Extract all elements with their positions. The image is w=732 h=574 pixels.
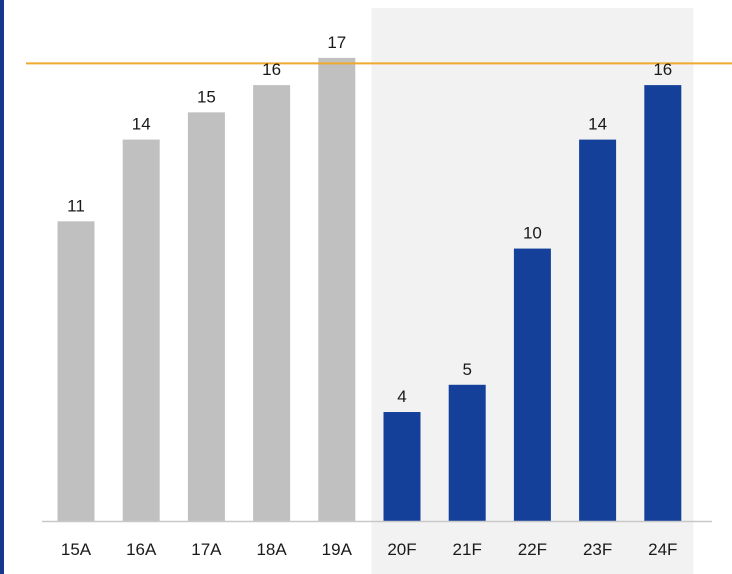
value-label-15A: 11 (67, 196, 85, 215)
value-label-16A: 14 (132, 115, 151, 134)
value-labels-group: 11 14 15 16 17 4 5 10 14 16 (67, 33, 672, 406)
bars-group (57, 57, 682, 522)
x-tick-label-20F: 20F (387, 540, 416, 559)
bar-19A (318, 57, 356, 521)
x-tick-label-15A: 15A (61, 540, 92, 559)
bar-20F (383, 412, 421, 521)
bar-17A (187, 112, 225, 521)
x-tick-label-21F: 21F (453, 540, 482, 559)
value-label-21F: 5 (462, 360, 471, 379)
bar-18A (253, 85, 291, 522)
x-tick-labels-group: 15A 16A 17A 18A 19A 20F 21F 22F 23F 24F (61, 540, 678, 559)
x-tick-label-19A: 19A (322, 540, 353, 559)
bar-24F (644, 85, 682, 522)
left-border (0, 0, 4, 574)
value-label-18A: 16 (262, 60, 281, 79)
value-label-19A: 17 (327, 33, 346, 52)
x-tick-label-17A: 17A (191, 540, 222, 559)
x-tick-label-24F: 24F (648, 540, 677, 559)
value-label-22F: 10 (523, 224, 542, 243)
x-tick-label-16A: 16A (126, 540, 157, 559)
value-label-24F: 16 (653, 60, 672, 79)
value-label-20F: 4 (397, 387, 406, 406)
bar-22F (513, 248, 551, 521)
value-label-23F: 14 (588, 115, 607, 134)
x-tick-label-18A: 18A (256, 540, 287, 559)
bar-21F (448, 384, 486, 521)
bar-16A (122, 139, 160, 521)
bar-23F (579, 139, 617, 521)
bar-15A (57, 221, 95, 521)
value-label-17A: 15 (197, 87, 216, 106)
x-tick-label-23F: 23F (583, 540, 612, 559)
x-tick-label-22F: 22F (518, 540, 547, 559)
